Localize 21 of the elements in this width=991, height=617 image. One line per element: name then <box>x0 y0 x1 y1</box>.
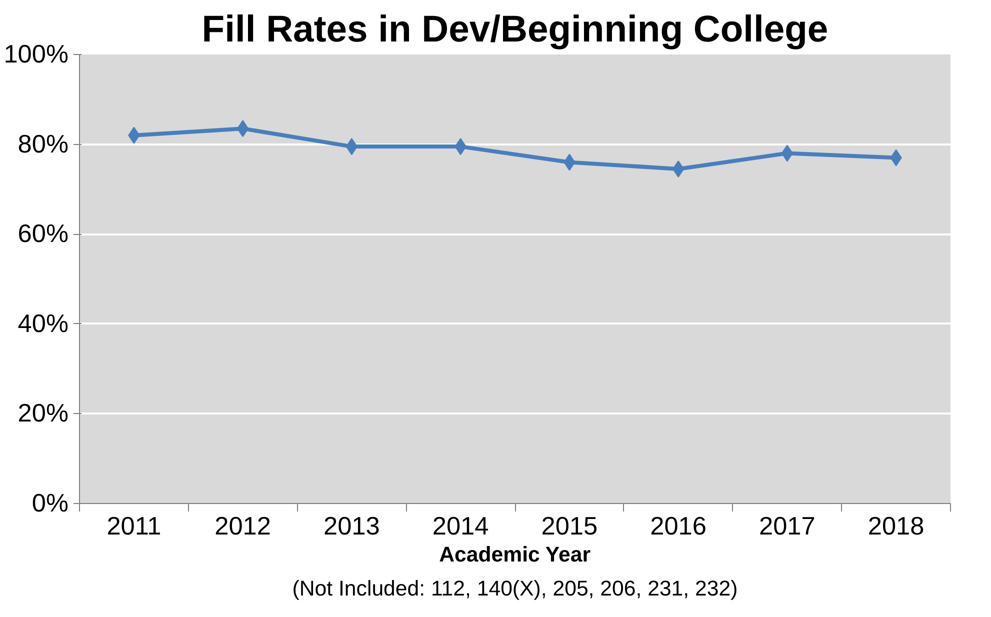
x-tick-label: 2013 <box>324 512 380 540</box>
y-tick-label: 20% <box>18 400 69 428</box>
x-tick-label: 2012 <box>214 512 271 540</box>
y-tick-label: 40% <box>18 310 69 338</box>
x-axis-title: Academic Year <box>439 542 591 566</box>
x-tick-label: 2016 <box>650 512 706 540</box>
x-tick-label: 2014 <box>432 512 489 540</box>
chart-title: Fill Rates in Dev/Beginning College <box>202 8 828 50</box>
y-tick-label: 60% <box>18 220 69 248</box>
text: (Not Included: 112, 140(X), 205, 206, 231, 232) <box>292 576 738 600</box>
y-tick-label: 0% <box>32 490 68 518</box>
point <box>236 120 249 138</box>
x-tick-label: 2011 <box>106 512 162 540</box>
y-tick-label: 100% <box>4 40 68 68</box>
x-tick-label: 2015 <box>541 512 598 540</box>
point <box>346 138 358 156</box>
x-tick-label: 2017 <box>759 512 816 540</box>
y-tick-label: 80% <box>18 130 69 158</box>
x-tick-label: 2018 <box>868 512 924 540</box>
point <box>781 144 794 162</box>
point <box>672 160 684 178</box>
